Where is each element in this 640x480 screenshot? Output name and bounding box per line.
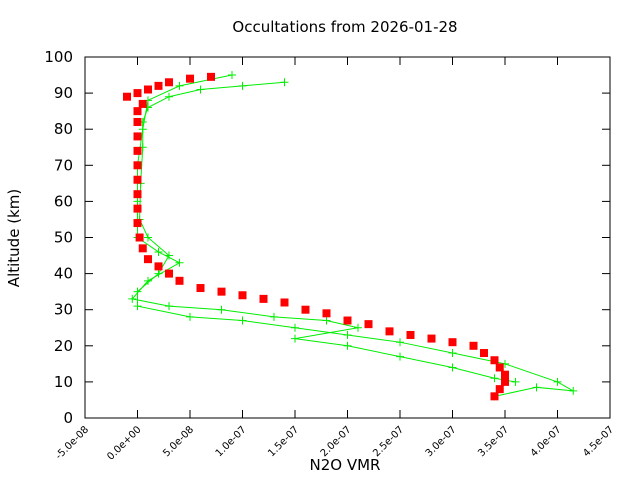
point	[385, 327, 394, 336]
point	[133, 197, 142, 206]
point	[165, 78, 173, 87]
point	[301, 305, 310, 314]
point	[144, 255, 152, 264]
point	[238, 81, 247, 90]
point	[270, 312, 278, 321]
point	[186, 312, 194, 321]
point	[165, 302, 173, 311]
point	[133, 175, 142, 184]
x-axis-title: N2O VMR	[310, 456, 381, 474]
point	[207, 72, 215, 81]
point	[501, 377, 509, 386]
point	[238, 291, 247, 300]
point	[291, 334, 299, 343]
point	[133, 190, 142, 199]
point	[133, 132, 142, 141]
point	[186, 74, 194, 83]
point	[501, 370, 509, 379]
point	[469, 341, 478, 350]
point	[291, 323, 299, 332]
point	[490, 392, 499, 401]
y-tick-label: 50	[54, 229, 73, 247]
chart-title: Occultations from 2026-01-28	[232, 18, 457, 36]
point	[217, 305, 226, 314]
point	[165, 92, 173, 101]
point	[144, 85, 152, 94]
y-tick-label: 60	[54, 192, 73, 210]
point	[133, 89, 142, 98]
y-tick-label: 20	[54, 337, 73, 355]
point	[133, 204, 142, 213]
point	[354, 323, 362, 332]
point	[343, 330, 352, 339]
point	[138, 99, 147, 108]
point	[448, 363, 457, 372]
point	[280, 78, 289, 87]
point	[448, 349, 457, 358]
point	[133, 287, 142, 296]
point	[569, 386, 578, 395]
point	[133, 219, 142, 228]
point	[135, 233, 144, 242]
point	[396, 352, 404, 361]
y-tick-label: 100	[44, 48, 73, 66]
point	[196, 284, 205, 293]
point	[480, 349, 488, 358]
point	[133, 161, 142, 170]
point	[133, 117, 142, 126]
point	[259, 294, 268, 303]
point	[133, 107, 142, 116]
point	[144, 233, 152, 242]
point	[495, 385, 504, 394]
point	[138, 244, 147, 253]
point	[138, 125, 147, 134]
point	[322, 309, 331, 318]
point	[343, 341, 352, 350]
point	[427, 334, 436, 343]
point	[532, 383, 541, 392]
y-tick-label: 90	[54, 84, 73, 102]
point	[154, 81, 163, 90]
point	[228, 71, 236, 80]
point	[175, 258, 184, 267]
y-tick-label: 10	[54, 373, 73, 391]
point	[133, 146, 142, 155]
y-axis-title: Altitude (km)	[5, 189, 23, 287]
point	[364, 320, 373, 329]
point	[490, 374, 499, 383]
point	[133, 302, 142, 311]
point	[165, 269, 173, 278]
point	[322, 316, 331, 325]
plot-area	[123, 71, 578, 401]
point	[128, 294, 137, 303]
point	[495, 363, 504, 372]
point	[175, 81, 184, 90]
point	[553, 377, 562, 386]
y-tick-label: 70	[54, 156, 73, 174]
point	[154, 262, 163, 271]
point	[490, 356, 499, 365]
point	[396, 338, 404, 347]
y-tick-label: 30	[54, 301, 73, 319]
y-tick-label: 40	[54, 265, 73, 283]
point	[511, 377, 520, 386]
y-tick-label: 0	[63, 409, 73, 427]
point	[217, 287, 226, 296]
point	[175, 276, 184, 285]
point	[154, 247, 163, 256]
point	[123, 92, 131, 101]
point	[144, 276, 152, 285]
point	[280, 298, 289, 307]
point	[343, 316, 352, 325]
point	[196, 85, 205, 94]
y-tick-label: 80	[54, 120, 73, 138]
point	[238, 316, 247, 325]
point	[406, 330, 415, 339]
point	[448, 338, 457, 347]
